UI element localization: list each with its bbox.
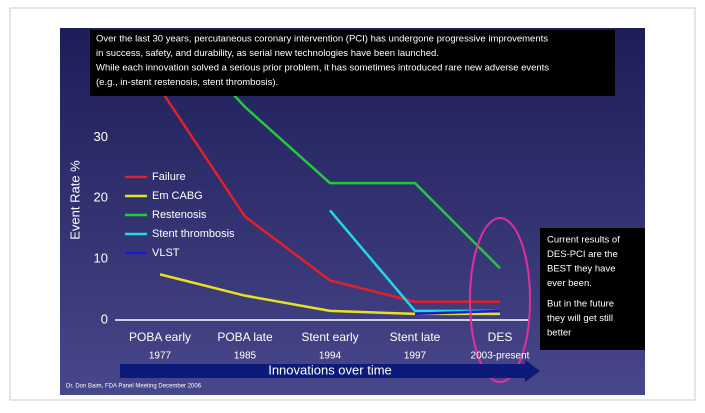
series-line <box>414 309 501 316</box>
note-line: Over the last 30 years, percutaneous cor… <box>96 34 548 45</box>
x-axis-label: Innovations over time <box>268 362 392 377</box>
legend-label: VLST <box>152 247 180 259</box>
footer: Dr. Don Baim, FDA Panel Meeting December… <box>66 384 202 390</box>
y-tick-label: 0 <box>101 311 108 326</box>
x-tick-sublabel: 2003-present <box>471 351 530 362</box>
legend-label: Failure <box>152 171 186 183</box>
x-tick-label: Stent late <box>390 330 441 344</box>
callout-line: better <box>547 328 571 339</box>
legend-label: Restenosis <box>152 209 207 221</box>
callout-line: DES-PCI are the <box>547 249 618 260</box>
callout-line: they will get still <box>547 313 613 324</box>
callout-line: Current results of <box>547 235 620 246</box>
note-line: (e.g., in-stent restenosis, stent thromb… <box>96 77 278 88</box>
note-line: in success, safety, and durability, as s… <box>96 48 439 59</box>
notes-box <box>90 30 615 96</box>
time-arrow <box>120 364 525 378</box>
notes: Over the last 30 years, percutaneous cor… <box>96 34 549 89</box>
x-tick-sublabel: 1985 <box>234 351 257 362</box>
x-tick-label: Stent early <box>301 330 358 344</box>
callout-line: But in the future <box>547 299 614 310</box>
series-line <box>158 88 500 303</box>
callout-line: ever been. <box>547 278 592 289</box>
x-tick-sublabel: 1994 <box>319 351 342 362</box>
y-tick-label: 10 <box>94 251 108 266</box>
x-tick-label: POBA early <box>129 330 191 344</box>
callout-line: BEST they have <box>547 264 615 275</box>
y-tick-label: 20 <box>94 190 108 205</box>
time-arrow-head <box>525 360 540 382</box>
x-tick-label: POBA late <box>217 330 273 344</box>
highlight-ellipse <box>469 217 531 383</box>
legend-label: Stent thrombosis <box>152 228 235 240</box>
y-tick-label: 30 <box>94 129 108 144</box>
x-tick-label: DES <box>488 330 513 344</box>
callout-box <box>540 228 645 350</box>
x-tick-sublabel: 1997 <box>404 351 427 362</box>
y-axis-label: Event Rate % <box>67 160 82 240</box>
legend-label: Em CABG <box>152 190 203 202</box>
x-tick-sublabel: 1977 <box>149 351 172 362</box>
note-line: While each innovation solved a serious p… <box>96 63 549 74</box>
